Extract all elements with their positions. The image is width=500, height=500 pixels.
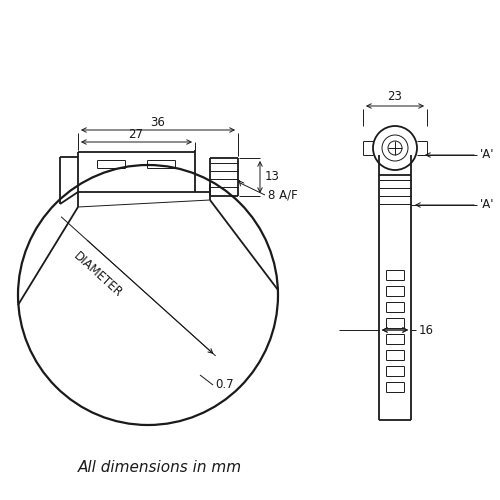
Text: 36: 36: [150, 116, 166, 128]
Text: 23: 23: [388, 90, 402, 104]
Text: 8 A/F: 8 A/F: [268, 188, 298, 202]
Text: 27: 27: [128, 128, 144, 140]
Text: 0.7: 0.7: [215, 378, 234, 392]
Text: 13: 13: [264, 170, 280, 183]
Text: 'A': 'A': [480, 148, 494, 162]
Text: 16: 16: [419, 324, 434, 336]
Text: 'A': 'A': [480, 198, 494, 211]
Text: DIAMETER: DIAMETER: [71, 250, 125, 300]
Text: All dimensions in mm: All dimensions in mm: [78, 460, 242, 475]
